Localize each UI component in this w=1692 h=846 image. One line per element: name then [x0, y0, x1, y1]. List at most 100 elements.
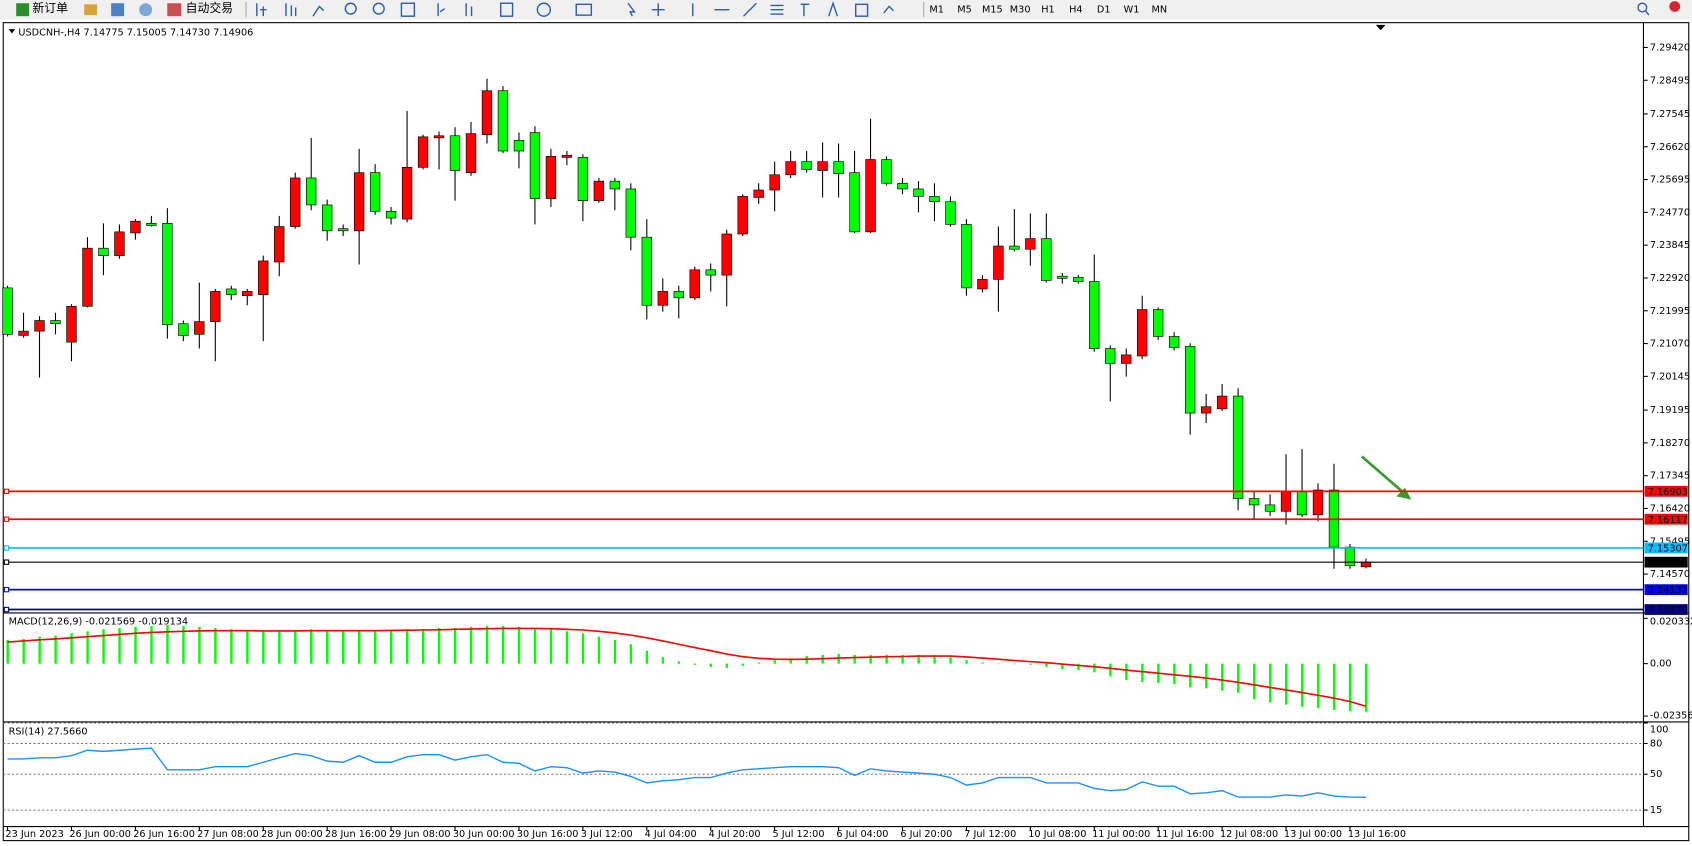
- macd-bar: [773, 660, 776, 664]
- candle-body: [817, 161, 828, 171]
- candle-body: [481, 90, 493, 136]
- macd-bar: [1077, 663, 1080, 671]
- candle-body: [961, 224, 972, 289]
- x-tick-label: 23 Jun 2023: [5, 829, 63, 840]
- macd-bar: [294, 630, 297, 664]
- macd-bar: [1141, 663, 1144, 682]
- price-label-box: [1644, 604, 1688, 615]
- toolbar: 新订单 自动交易: [0, 0, 1692, 20]
- candle-body: [497, 90, 509, 152]
- candle-body: [385, 210, 397, 219]
- candle-body: [1264, 504, 1276, 512]
- candle-body: [34, 320, 45, 332]
- price-label-box: [1644, 485, 1688, 497]
- level-handle: [3, 559, 10, 565]
- macd-bar: [342, 631, 345, 664]
- icon[interactable]: [16, 3, 30, 17]
- price-label: 7.15307: [1648, 543, 1688, 554]
- candle-body: [705, 269, 716, 276]
- candle-body: [1232, 395, 1244, 499]
- arrow-annotation: [1360, 455, 1412, 500]
- y-tick-label: 80: [1650, 738, 1662, 749]
- macd-bar: [182, 625, 185, 664]
- candle-body: [513, 140, 525, 152]
- macd-bar: [1061, 663, 1064, 669]
- symbol-menu[interactable]: [8, 29, 16, 34]
- icon[interactable]: [111, 3, 125, 17]
- chart-title: USDCNH-,H4 7.14775 7.15005 7.14730 7.149…: [18, 27, 253, 38]
- macd-bar: [517, 626, 521, 664]
- timeframe-button[interactable]: M1: [929, 5, 944, 16]
- candle-body: [1344, 546, 1356, 566]
- icon[interactable]: [84, 4, 98, 16]
- price-label-box: [1644, 556, 1688, 568]
- candle-body: [865, 159, 876, 233]
- candle-body: [258, 260, 269, 295]
- candle-body: [18, 330, 29, 336]
- macd-bar: [613, 640, 617, 664]
- price-label-box: [1644, 513, 1688, 525]
- timeframe-button[interactable]: D1: [1097, 5, 1111, 16]
- y-tick-label: 50: [1650, 769, 1662, 780]
- timeframe-button[interactable]: M15: [982, 5, 1003, 16]
- timeframe-button[interactable]: M30: [1010, 5, 1031, 16]
- icon[interactable]: [167, 3, 182, 17]
- candle-body: [625, 188, 636, 238]
- candle-body: [50, 320, 61, 325]
- notification[interactable]: [1669, 1, 1681, 12]
- x-tick-label: 13 Jul 00:00: [1284, 829, 1342, 840]
- macd-bar: [1300, 663, 1304, 707]
- candle-body: [274, 226, 285, 263]
- macd-bar: [310, 629, 313, 664]
- macd-bar: [965, 660, 968, 664]
- candle-body: [977, 279, 988, 290]
- level-handle: [3, 516, 10, 522]
- frame: [2, 22, 1690, 842]
- candle-body: [1153, 309, 1164, 337]
- macd-bar: [597, 636, 601, 664]
- arrow-shaft: [1360, 455, 1404, 494]
- auto-trading-button[interactable]: 自动交易: [186, 1, 233, 15]
- candle-body: [1057, 275, 1068, 279]
- macd-bar: [581, 633, 585, 664]
- price-label: 7.16903: [1648, 487, 1688, 498]
- level-handle: [3, 488, 10, 495]
- macd-bar: [38, 636, 41, 664]
- rsi-title: RSI(14) 27.5660: [9, 727, 88, 738]
- macd-bar: [1093, 663, 1096, 673]
- signal-line: [7, 627, 1367, 708]
- timeframe-button[interactable]: W1: [1124, 5, 1140, 16]
- macd-bar: [6, 640, 9, 664]
- y-tick-label: 7.20145: [1650, 371, 1690, 382]
- price-label: 7.14906: [1648, 558, 1688, 569]
- candle-body: [130, 220, 141, 234]
- tool-icons[interactable]: [256, 1, 1650, 17]
- macd-bar: [1109, 663, 1112, 677]
- x-tick-label: 26 Jun 16:00: [133, 829, 195, 840]
- macd-bar: [437, 627, 441, 664]
- x-tick-label: 11 Jul 16:00: [1156, 829, 1214, 840]
- macd-bar: [1316, 663, 1320, 708]
- candle-body: [769, 174, 780, 191]
- macd-bar: [885, 654, 888, 664]
- candle-body: [1184, 346, 1196, 414]
- timeframe-button[interactable]: M5: [957, 5, 972, 16]
- timeframe-button[interactable]: MN: [1152, 5, 1168, 16]
- new-order-button[interactable]: 新订单: [32, 1, 68, 15]
- x-tick-label: 4 Jul 20:00: [709, 829, 761, 840]
- y-tick-label: 7.24770: [1650, 207, 1690, 218]
- macd-bar: [134, 626, 137, 664]
- toolbar-bg: [0, 0, 1692, 20]
- candle-body: [1360, 561, 1372, 568]
- y-tick-label: 7.26620: [1650, 142, 1690, 153]
- candle-body: [2, 287, 13, 335]
- macd-bar: [1173, 663, 1176, 685]
- icon[interactable]: [139, 3, 153, 17]
- y-tick-label: 7.25695: [1650, 175, 1690, 186]
- timeframe-button[interactable]: H1: [1041, 5, 1054, 16]
- candle-body: [353, 172, 365, 232]
- macd-bar: [661, 657, 665, 664]
- timeframe-button[interactable]: H4: [1069, 5, 1082, 16]
- macd-bar: [406, 629, 409, 664]
